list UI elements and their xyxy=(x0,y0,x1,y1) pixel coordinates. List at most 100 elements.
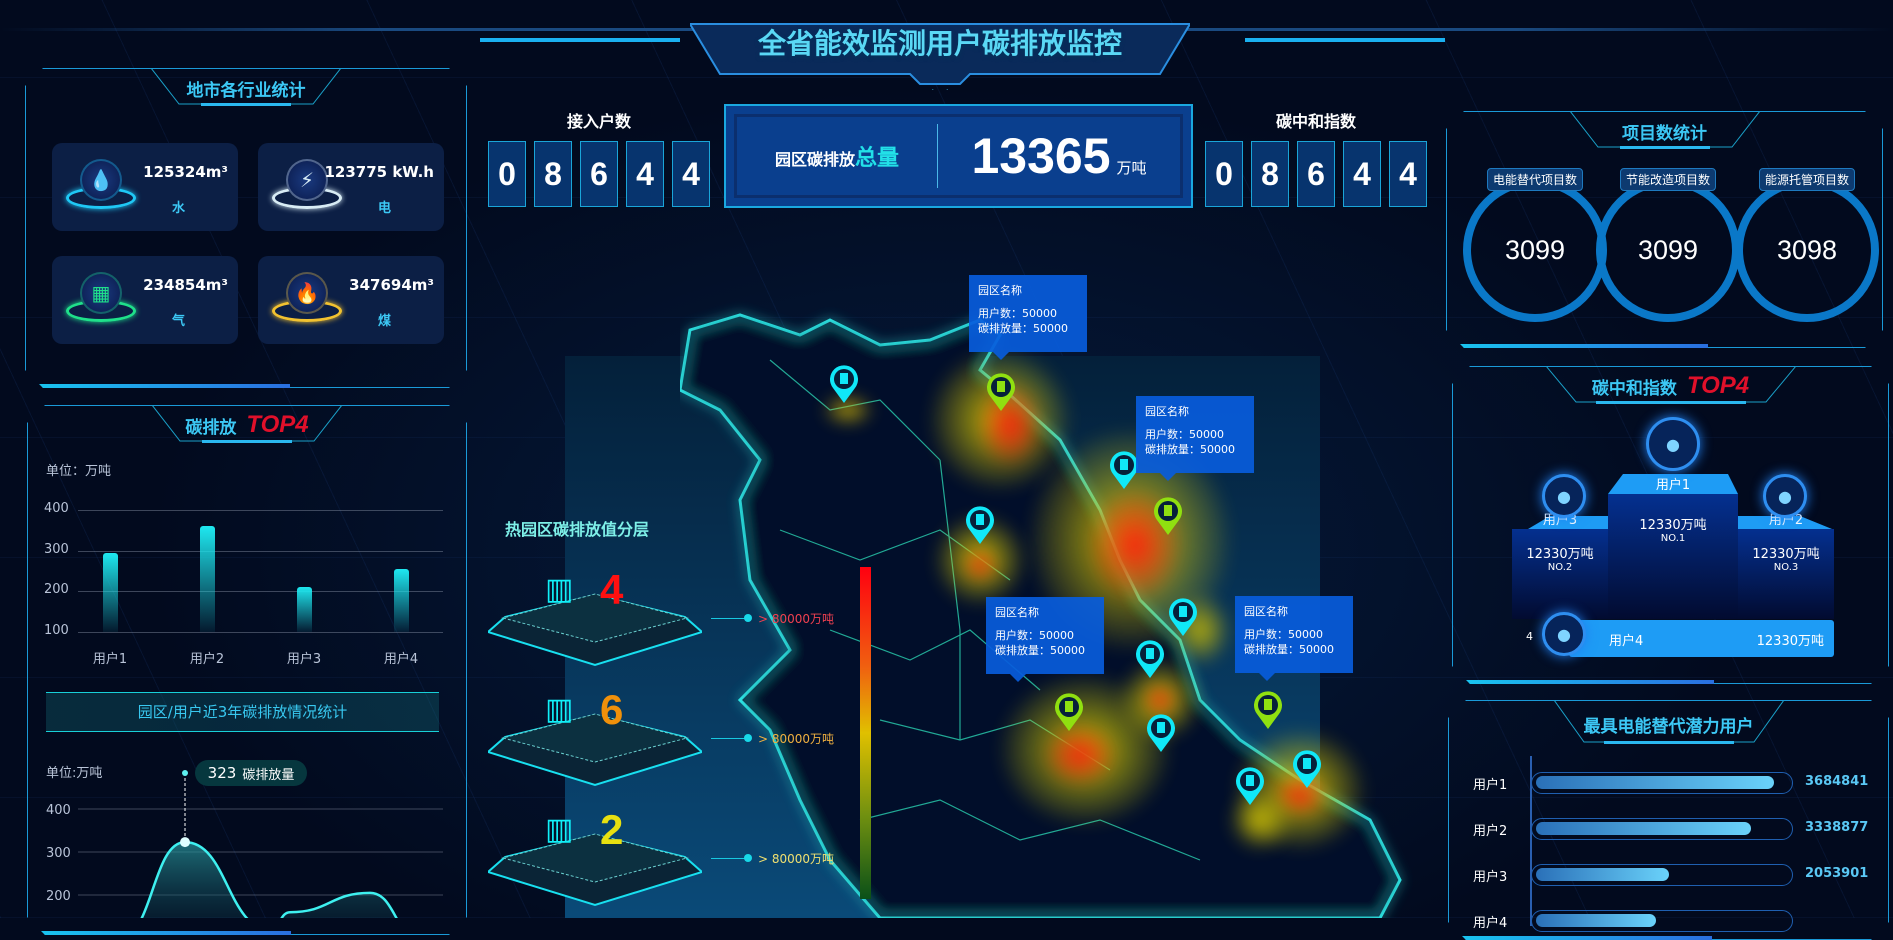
trend-banner-text: 园区/用户近3年碳排放情况统计 xyxy=(137,703,348,721)
building-pin-icon[interactable] xyxy=(1108,450,1140,490)
area-line xyxy=(140,840,398,918)
potential-panel-header: 最具电能替代潜力用户 xyxy=(1448,700,1889,744)
potential-axis xyxy=(1530,756,1532,926)
progress-track xyxy=(1531,910,1793,932)
heat-spot xyxy=(823,395,873,425)
layer-plate xyxy=(486,830,704,914)
user-value: 2053901 xyxy=(1805,866,1869,881)
digit-box: 4 xyxy=(626,141,664,207)
card-label: 电 xyxy=(378,201,392,216)
building-pin-icon[interactable] xyxy=(1234,766,1266,806)
progress-fill xyxy=(1536,776,1774,789)
podium-second: 用户3 12330万吨 NO.2 xyxy=(1512,513,1608,619)
project-value: 3098 xyxy=(1776,234,1838,265)
card-value: 347694m³ xyxy=(349,276,434,294)
first-name: 用户1 xyxy=(1655,478,1691,493)
park-tooltip: 园区名称 用户数：50000 碳排放量：50000 xyxy=(986,597,1104,682)
y-tick-label: 300 xyxy=(46,846,71,861)
y-tick-label: 200 xyxy=(46,889,71,904)
highlight-point xyxy=(180,837,190,848)
user-name: 用户2 xyxy=(1473,824,1508,839)
connector-line xyxy=(711,858,747,859)
trend-chart-unit: 单位:万吨 xyxy=(46,766,103,781)
user-name: 用户4 xyxy=(1473,916,1508,931)
layer-count: 4 xyxy=(600,566,624,613)
connector-dot xyxy=(744,614,752,622)
projects-panel xyxy=(1446,111,1883,348)
fourth-index: 4 xyxy=(1526,630,1533,643)
card-label: 水 xyxy=(172,201,186,216)
avatar-first: ● xyxy=(1646,417,1700,471)
heat-spot xyxy=(1230,790,1290,850)
digit-box: 8 xyxy=(534,141,572,207)
building-pin-icon[interactable] xyxy=(1291,749,1323,789)
user-value: 3338877 xyxy=(1805,820,1869,835)
gas-icon: ▦ xyxy=(80,272,122,314)
grid-line xyxy=(78,510,443,511)
park-users: 用户数：50000 xyxy=(978,307,1057,320)
total-label-a: 园区碳排放 xyxy=(774,150,855,169)
card-label: 气 xyxy=(172,314,186,329)
header-right-accent xyxy=(1245,38,1445,42)
layers-title: 热园区碳排放值分层 xyxy=(505,520,650,539)
building-pin-icon[interactable] xyxy=(985,372,1017,412)
bar xyxy=(103,552,118,632)
layer-label: > 80000万吨 xyxy=(758,612,835,626)
connector-dot xyxy=(744,734,752,742)
connector-line xyxy=(711,618,747,619)
podium-first: 用户1 12330万吨 NO.1 xyxy=(1608,478,1738,619)
industry-card: ⚡ 123775 kW.h 电 xyxy=(258,143,444,231)
heat-spot xyxy=(1145,685,1175,715)
building-icon: ▥ xyxy=(545,572,574,607)
building-pin-icon[interactable] xyxy=(1167,597,1199,637)
user-value: 3684841 xyxy=(1805,774,1869,789)
progress-track xyxy=(1531,818,1793,840)
industry-title: 地市各行业统计 xyxy=(186,80,306,101)
neutral-top-title: 碳中和指数 xyxy=(1591,378,1677,399)
building-pin-icon[interactable] xyxy=(1134,639,1166,679)
x-tick-label: 用户2 xyxy=(189,652,225,667)
neutral-top-panel xyxy=(1452,366,1889,684)
x-tick-label: 用户3 xyxy=(286,652,322,667)
building-pin-icon[interactable] xyxy=(1252,690,1284,730)
heat-spot xyxy=(965,550,995,580)
layer-count: 2 xyxy=(600,806,624,853)
x-tick-label: 用户1 xyxy=(92,652,128,667)
progress-track xyxy=(1531,772,1793,794)
bar xyxy=(200,526,215,632)
digit-box: 4 xyxy=(672,141,710,207)
park-tooltip: 园区名称 用户数：50000 碳排放量：50000 xyxy=(1235,596,1353,681)
grid-line xyxy=(78,550,443,552)
fourth-row: 用户4 12330万吨 xyxy=(1569,620,1834,657)
fourth-value: 12330万吨 xyxy=(1756,634,1824,649)
building-pin-icon[interactable] xyxy=(1053,692,1085,732)
fourth-name: 用户4 xyxy=(1609,634,1644,649)
total-unit: 万吨 xyxy=(1116,159,1147,177)
building-pin-icon[interactable] xyxy=(1152,496,1184,536)
user-name: 用户3 xyxy=(1473,870,1508,885)
building-pin-icon[interactable] xyxy=(828,364,860,404)
project-value: 3099 xyxy=(1637,234,1699,265)
neutral-label: 碳中和指数 xyxy=(1275,112,1356,131)
avatar-third: ● xyxy=(1763,474,1807,518)
project-circle: 能源托管项目数 3098 xyxy=(1735,168,1879,322)
y-tick-label: 300 xyxy=(44,541,69,557)
park-tooltip: 园区名称 用户数：50000 碳排放量：50000 xyxy=(1136,396,1254,481)
heat-color-scale xyxy=(860,567,871,899)
area-fill xyxy=(120,842,420,918)
card-value: 123775 kW.h xyxy=(324,163,434,181)
card-label: 煤 xyxy=(378,314,392,329)
first-rank: NO.1 xyxy=(1660,533,1686,544)
park-name: 园区名称 xyxy=(978,284,1022,297)
industry-card: ▦ 234854m³ 气 xyxy=(52,256,238,344)
trend-tooltip-value: 323 xyxy=(207,764,237,782)
third-value: 12330万吨 xyxy=(1752,547,1820,562)
connector-dot xyxy=(744,854,752,862)
building-pin-icon[interactable] xyxy=(1145,713,1177,753)
connector-line xyxy=(711,738,747,739)
park-name: 园区名称 xyxy=(995,606,1039,619)
highlight-dot xyxy=(182,770,188,776)
building-pin-icon[interactable] xyxy=(964,505,996,545)
x-tick-label: 用户4 xyxy=(383,652,419,667)
progress-track xyxy=(1531,864,1793,886)
